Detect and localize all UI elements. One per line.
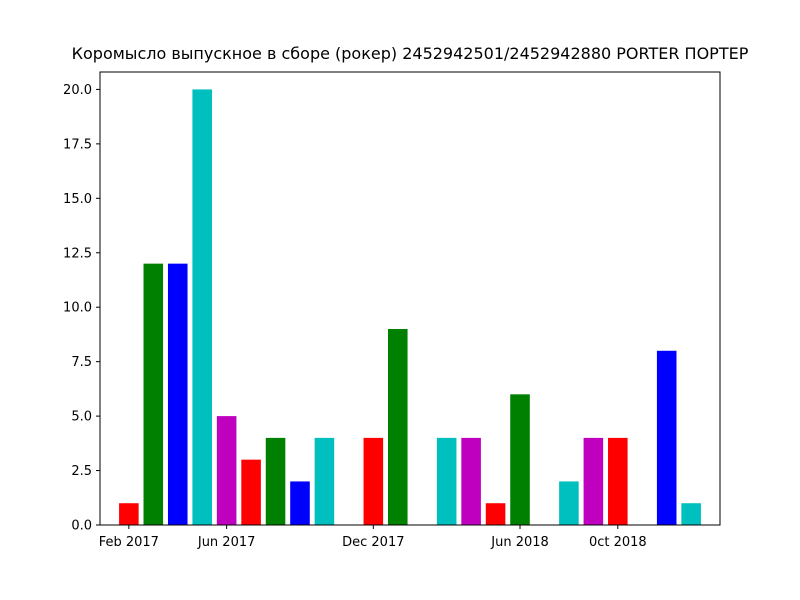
chart-title: Коромысло выпускное в сборе (рокер) 2452… <box>71 44 749 63</box>
bar <box>485 503 506 525</box>
y-tick-label: 12.5 <box>63 246 92 261</box>
bar <box>363 437 384 525</box>
bar <box>265 437 286 525</box>
y-axis: 0.0 2.5 5.0 7.5 10.0 12.5 15.0 17.5 20.0 <box>63 83 100 534</box>
y-tick-label: 2.5 <box>71 464 92 479</box>
x-tick-label: Jun 2017 <box>197 535 256 550</box>
y-tick-label: 10.0 <box>63 301 92 316</box>
bar <box>388 328 408 525</box>
plot-frame <box>99 71 721 526</box>
bar <box>510 394 530 525</box>
bar <box>192 89 212 526</box>
bar <box>583 437 604 525</box>
bar <box>241 459 261 525</box>
bar <box>461 437 481 525</box>
bar <box>216 416 237 525</box>
bar <box>559 481 579 525</box>
x-tick-label: Jun 2018 <box>490 535 549 550</box>
x-tick-label: 0ct 2018 <box>589 535 647 550</box>
bar <box>656 350 677 525</box>
x-tick-label: Dec 2017 <box>342 535 404 550</box>
y-tick-label: 15.0 <box>63 192 92 207</box>
bar <box>167 263 188 525</box>
y-tick-label: 7.5 <box>71 355 92 370</box>
y-tick-label: 20.0 <box>63 83 92 98</box>
bar <box>119 503 139 525</box>
x-tick-label: Feb 2017 <box>99 535 159 550</box>
bar <box>290 481 310 525</box>
x-axis: Feb 2017 Jun 2017 Dec 2017 Jun 2018 0ct 2018 <box>99 525 647 550</box>
bar <box>681 503 701 525</box>
bar <box>436 437 457 525</box>
bar <box>608 437 628 525</box>
y-tick-label: 17.5 <box>63 137 92 152</box>
y-tick-label: 0.0 <box>71 519 92 534</box>
bars-layer <box>119 89 701 526</box>
bar <box>314 437 335 525</box>
y-tick-label: 5.0 <box>71 410 92 425</box>
bar <box>143 263 164 525</box>
